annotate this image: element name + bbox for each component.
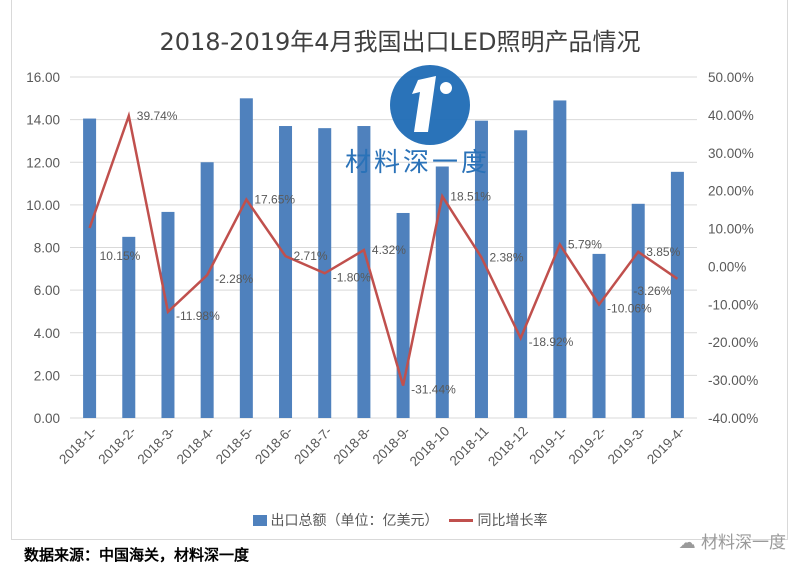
logo-numeral-shape	[412, 76, 436, 132]
x-tick-label: 2018-1-	[56, 424, 100, 468]
y-left-tick-label: 16.00	[26, 70, 60, 85]
bar-2018-3-	[161, 211, 175, 418]
bar-2018-4-	[200, 162, 214, 418]
chart-frame	[11, 0, 788, 540]
y-right-tick-label: 30.00%	[708, 146, 754, 161]
data-label: -11.98%	[176, 309, 220, 323]
y-left-tick-label: 14.00	[26, 113, 60, 128]
data-label: 2.71%	[294, 249, 328, 263]
y-right-tick-label: 10.00%	[708, 222, 754, 237]
y-right-tick-label: 50.00%	[708, 70, 754, 85]
y-left-tick-label: 10.00	[26, 198, 60, 213]
y-left-tick-label: 2.00	[34, 368, 60, 383]
data-label: -10.06%	[607, 302, 652, 316]
x-tick-label: 2018-5-	[213, 424, 257, 468]
data-label: -1.80%	[333, 270, 371, 284]
data-label: 10.15%	[100, 249, 141, 263]
x-tick-label: 2019-2-	[566, 424, 610, 468]
bar-2019-1-	[553, 100, 567, 418]
y-left-tick-label: 8.00	[34, 241, 60, 256]
y-right-tick-label: 40.00%	[708, 108, 754, 123]
x-tick-label: 2018-6-	[252, 424, 296, 468]
y-left-tick-label: 0.00	[34, 411, 60, 426]
bar-2019-4-	[670, 171, 684, 418]
y-right-tick-label: -30.00%	[708, 373, 758, 388]
bar-2018-11	[474, 120, 488, 419]
wechat-watermark: ☁ 材料深一度	[679, 528, 786, 553]
y-right-tick-label: -20.00%	[708, 335, 758, 350]
y-right-tick-label: -40.00%	[708, 411, 758, 426]
data-label: 4.32%	[372, 243, 406, 257]
x-tick-label: 2019-4-	[644, 424, 688, 468]
y-right-tick-label: -10.00%	[708, 297, 758, 312]
bar-2019-2-	[592, 253, 606, 418]
x-tick-label: 2018-2-	[95, 424, 139, 468]
bar-2018-12	[514, 130, 528, 418]
watermark-logo-text: 材料深一度	[345, 148, 491, 178]
x-tick-label: 2019-1-	[526, 424, 570, 468]
bar-2018-1-	[83, 118, 97, 418]
wechat-icon: ☁	[678, 533, 696, 553]
chart-title: 2018-2019年4月我国出口LED照明产品情况	[159, 28, 641, 56]
y-left-tick-label: 4.00	[34, 326, 60, 341]
x-tick-label: 2018-12	[485, 424, 531, 470]
data-label: 39.74%	[137, 109, 178, 123]
bar-2018-10	[435, 166, 449, 418]
bar-2018-8-	[357, 126, 371, 419]
y-right-tick-label: 0.00%	[708, 259, 746, 274]
wechat-watermark-text: 材料深一度	[701, 533, 786, 553]
bar-2018-2-	[122, 236, 136, 418]
y-left-tick-label: 12.00	[26, 155, 60, 170]
x-tick-label: 2018-11	[447, 424, 492, 469]
legend-label-bar: 出口总额（单位：亿美元）	[270, 513, 439, 529]
data-label: -2.28%	[215, 272, 253, 286]
x-tick-label: 2018-7-	[291, 424, 335, 468]
data-label: -31.44%	[411, 383, 456, 397]
data-label: -3.26%	[633, 284, 671, 298]
data-label: 2.38%	[489, 250, 523, 264]
y-left-tick-label: 6.00	[34, 283, 60, 298]
data-label: -18.92%	[529, 335, 574, 349]
data-label: 3.85%	[646, 245, 680, 259]
source-note: 数据来源：中国海关，材料深一度	[24, 546, 250, 564]
x-tick-label: 2018-10	[407, 424, 453, 470]
watermark-logo	[390, 65, 470, 145]
legend-swatch-bar	[252, 514, 267, 526]
y-right-tick-label: 20.00%	[708, 184, 754, 199]
data-label: 17.65%	[254, 193, 295, 207]
bar-2018-5-	[239, 98, 253, 418]
x-tick-label: 2018-9-	[370, 424, 414, 468]
legend-label-line: 同比增长率	[477, 513, 548, 529]
data-label: 5.79%	[568, 238, 602, 252]
legend-swatch-line	[448, 518, 473, 522]
legend: 出口总额（单位：亿美元） 同比增长率	[0, 510, 800, 530]
growth-rate-line	[88, 111, 679, 386]
data-label: 18.51%	[450, 189, 491, 203]
x-tick-label: 2018-4-	[174, 424, 218, 468]
bar-2018-6-	[279, 126, 293, 419]
x-tick-label: 2018-8-	[331, 424, 375, 468]
x-tick-label: 2018-3-	[135, 424, 179, 468]
x-tick-label: 2019-3-	[605, 424, 649, 468]
